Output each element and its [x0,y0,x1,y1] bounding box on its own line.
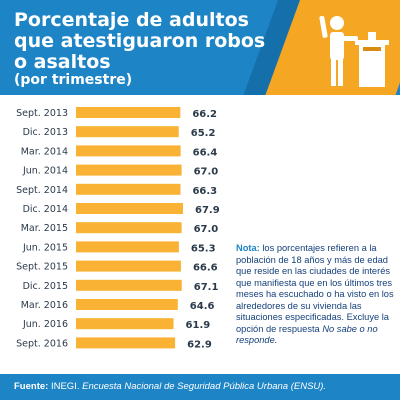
note-text: Nota: los porcentajes refieren a la pobl… [236,243,400,347]
bar [76,241,179,253]
value-label: 67.9 [195,205,220,216]
header-banner: Porcentaje de adultos que atestiguaron r… [0,0,400,95]
bar-chart: Sept. 2013 66.2 Dic. 2013 65.2 Mar. 2014 66.4… [16,107,220,350]
category-label: Mar. 2016 [21,300,68,311]
category-label: Jun. 2016 [22,319,68,330]
value-label: 66.6 [193,263,218,274]
bar [76,337,176,349]
source-footer: Fuente: INEGI. Encuesta Nacional de Segu… [0,374,400,400]
bar [76,107,181,118]
note-label: Nota: [236,243,260,253]
value-label: 64.6 [190,301,215,312]
bar [76,145,181,157]
note-italic: No sabe o no responde. [236,323,378,346]
bar [76,279,182,291]
note-body: los porcentajes refieren a la población … [236,243,394,334]
chart-subtitle: (por trimestre) [14,72,133,88]
value-label: 66.2 [192,109,217,120]
bar [76,299,178,310]
bar [76,126,179,138]
category-label: Sept. 2016 [16,338,68,349]
chart-title-line-2: que atestiguaron robos [14,30,266,52]
bars-group: Sept. 2013 66.2 Dic. 2013 65.2 Mar. 2014 66.4… [16,107,220,350]
value-label: 66.3 [192,186,217,197]
bar [76,222,182,234]
value-label: 65.2 [191,128,216,139]
chart-title-line-3: o asaltos [14,51,111,73]
value-label: 66.4 [193,147,218,158]
value-label: 62.9 [187,339,212,350]
value-label: 67.0 [194,167,219,178]
value-label: 65.3 [191,243,216,254]
footer-label: Fuente: [14,381,49,392]
category-label: Sept. 2013 [16,108,68,119]
ballot-box-voter-icon [319,15,389,87]
footer-survey-name: Encuesta Nacional de Seguridad Pública U… [82,381,327,392]
category-label: Jun. 2014 [22,166,68,177]
bar [76,164,182,176]
category-label: Jun. 2015 [22,242,68,253]
value-label: 67.1 [194,282,219,293]
category-label: Mar. 2015 [21,223,68,234]
bar [76,260,181,272]
category-label: Sept. 2015 [16,262,68,273]
value-label: 67.0 [194,224,219,235]
chart-title-line-1: Porcentaje de adultos [14,9,249,31]
category-label: Mar. 2014 [21,146,68,157]
category-label: Sept. 2014 [16,185,68,196]
bar [76,183,181,195]
bar [76,318,174,330]
bar [76,203,183,214]
category-label: Dic. 2014 [23,204,68,215]
footer-source: INEGI. [48,381,83,392]
value-label: 61.9 [186,320,211,331]
category-label: Dic. 2013 [23,127,68,138]
category-label: Dic. 2015 [23,281,68,292]
